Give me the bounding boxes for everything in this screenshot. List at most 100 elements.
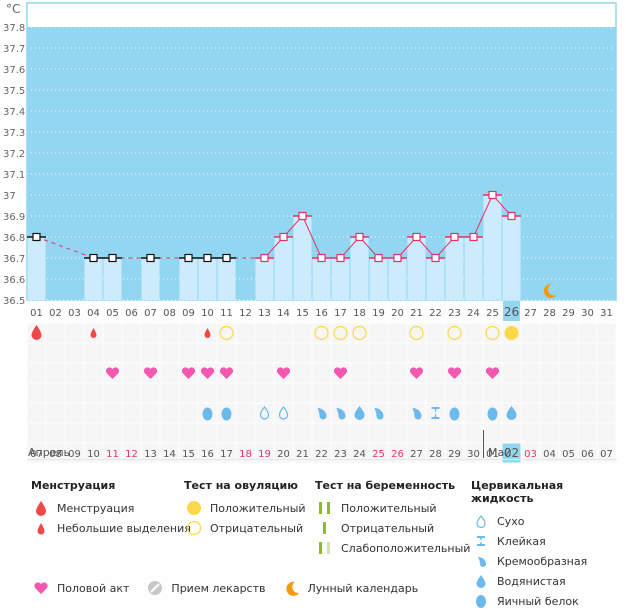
creamy-icon[interactable] [317,408,327,420]
symptom-cell[interactable] [160,423,179,443]
temperature-bar[interactable] [103,258,122,300]
x-tick-label[interactable]: 12 [239,308,252,319]
symptom-cell[interactable] [293,323,312,343]
x-tick-label[interactable]: 05 [106,308,119,319]
symptom-cell[interactable] [559,423,578,443]
symptom-cell[interactable] [578,383,597,403]
calendar-day-label[interactable]: 19 [258,449,271,460]
symptom-cell[interactable] [540,323,559,343]
heart-icon[interactable] [143,367,158,379]
symptom-cell[interactable] [540,423,559,443]
symptom-cell[interactable] [293,383,312,403]
symptom-cell[interactable] [407,383,426,403]
symptom-cell[interactable] [388,323,407,343]
symptom-cell[interactable] [103,403,122,423]
symptom-cell[interactable] [217,383,236,403]
symptom-cell[interactable] [445,423,464,443]
egg-white-icon[interactable] [202,407,213,421]
x-tick-label[interactable]: 26 [504,305,519,319]
symptom-cell[interactable] [160,343,179,363]
symptom-cell[interactable] [198,383,217,403]
symptom-cell[interactable] [27,343,46,363]
symptom-cell[interactable] [293,343,312,363]
symptom-cell[interactable] [540,403,559,423]
symptom-cell[interactable] [274,383,293,403]
calendar-day-label[interactable]: 07 [30,449,43,460]
symptom-cell[interactable] [179,343,198,363]
symptom-cell[interactable] [274,323,293,343]
symptom-cell[interactable] [103,323,122,343]
calendar-day-label[interactable]: 06 [581,449,594,460]
x-tick-label[interactable]: 23 [448,308,461,319]
symptom-cell[interactable] [559,403,578,423]
ovulation-positive-icon[interactable] [504,326,519,340]
symptom-cell[interactable] [46,423,65,443]
symptom-cell[interactable] [445,383,464,403]
heart-icon[interactable] [485,367,500,379]
x-tick-label[interactable]: 21 [410,308,423,319]
symptom-cell[interactable] [236,363,255,383]
watery-drop-icon[interactable] [506,406,517,420]
symptom-cell[interactable] [198,423,217,443]
symptom-cell[interactable] [255,363,274,383]
symptom-cell[interactable] [331,383,350,403]
ovulation-negative-icon[interactable] [352,325,367,341]
symptom-cell[interactable] [160,323,179,343]
symptom-cell[interactable] [388,403,407,423]
temperature-point[interactable] [89,253,98,263]
calendar-day-label[interactable]: 26 [391,449,404,460]
symptom-cell[interactable] [369,363,388,383]
x-tick-label[interactable]: 19 [372,308,385,319]
x-tick-label[interactable]: 10 [201,308,214,319]
small-blood-drop-icon[interactable] [90,328,97,338]
calendar-day-label[interactable]: 05 [562,449,575,460]
temperature-bar[interactable] [198,258,217,300]
calendar-day-label[interactable]: 25 [372,449,385,460]
symptom-cell[interactable] [502,423,521,443]
temperature-bar[interactable] [274,237,293,300]
temperature-bar[interactable] [84,258,103,300]
temperature-point[interactable] [412,232,421,242]
symptom-cell[interactable] [160,383,179,403]
calendar-day-label[interactable]: 11 [106,449,119,460]
temperature-point[interactable] [184,253,193,263]
calendar-day-label[interactable]: 24 [353,449,366,460]
ovulation-negative-icon[interactable] [447,325,462,341]
symptom-cell[interactable] [597,363,616,383]
symptom-cell[interactable] [255,423,274,443]
x-tick-label[interactable]: 07 [144,308,157,319]
symptom-cell[interactable] [502,383,521,403]
heart-icon[interactable] [105,367,120,379]
symptom-cell[interactable] [274,343,293,363]
ovulation-negative-icon[interactable] [314,325,329,341]
symptom-cell[interactable] [141,383,160,403]
small-blood-drop-icon[interactable] [204,328,211,338]
symptom-cell[interactable] [274,423,293,443]
temperature-bar[interactable] [407,237,426,300]
x-tick-label[interactable]: 03 [68,308,81,319]
symptom-cell[interactable] [141,343,160,363]
temperature-bar[interactable] [255,258,274,300]
symptom-cell[interactable] [236,343,255,363]
symptom-cell[interactable] [122,343,141,363]
heart-icon[interactable] [276,367,291,379]
x-tick-label[interactable]: 25 [486,308,499,319]
symptom-cell[interactable] [578,363,597,383]
symptom-cell[interactable] [65,383,84,403]
symptom-cell[interactable] [331,343,350,363]
symptom-cell[interactable] [179,403,198,423]
symptom-cell[interactable] [369,383,388,403]
symptom-cell[interactable] [388,423,407,443]
symptom-cell[interactable] [521,383,540,403]
calendar-day-label[interactable]: 07 [600,449,613,460]
x-tick-label[interactable]: 20 [391,308,404,319]
calendar-day-label[interactable]: 03 [524,449,537,460]
symptom-cell[interactable] [540,343,559,363]
symptom-cell[interactable] [179,383,198,403]
symptom-cell[interactable] [141,403,160,423]
symptom-cell[interactable] [521,363,540,383]
symptom-cell[interactable] [46,383,65,403]
heart-icon[interactable] [333,367,348,379]
symptom-cell[interactable] [46,403,65,423]
symptom-cell[interactable] [27,403,46,423]
